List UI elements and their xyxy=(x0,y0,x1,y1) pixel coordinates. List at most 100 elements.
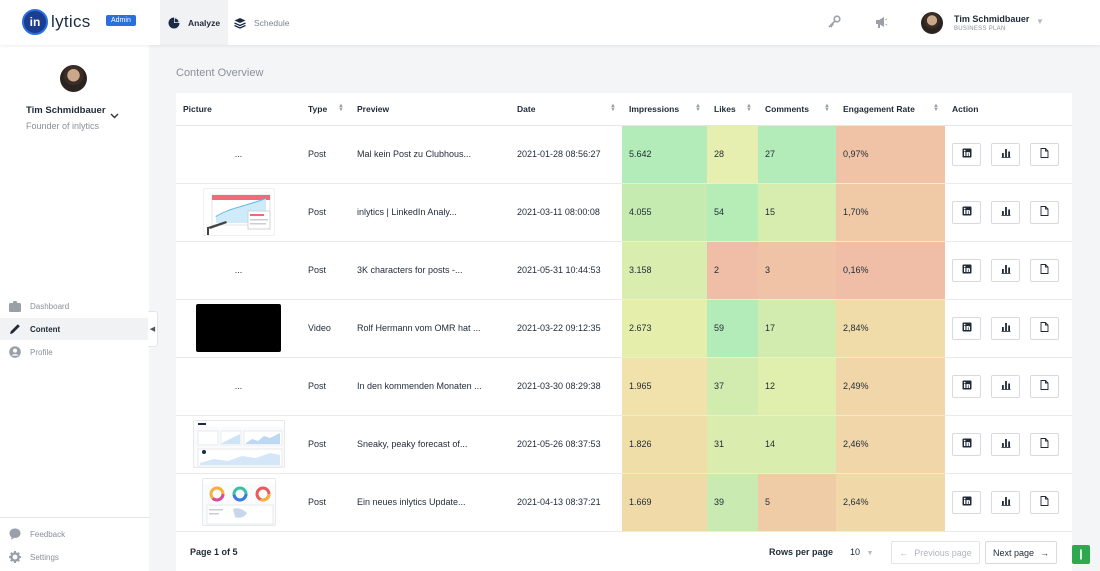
tab-schedule[interactable]: Schedule xyxy=(226,0,297,45)
column-header-likes[interactable]: Likes ▲ ▼ xyxy=(707,93,758,126)
document-action-button[interactable] xyxy=(1030,316,1059,340)
document-icon xyxy=(1040,438,1049,450)
column-header-impressions[interactable]: Impressions ▲ ▼ xyxy=(622,93,707,126)
post-thumbnail[interactable] xyxy=(192,420,285,468)
sidebar-collapse-handle[interactable]: ◀ xyxy=(148,311,158,347)
user-menu[interactable]: Tim Schmidbauer BUSINESS PLAN ▼ xyxy=(921,12,1044,34)
cell-comments: 17 xyxy=(758,299,836,358)
bar-chart-action-button[interactable] xyxy=(991,200,1020,224)
cell-preview[interactable]: inlytics | LinkedIn Analy... xyxy=(350,183,510,242)
linkedin-action-button[interactable] xyxy=(952,142,981,166)
user-plan: BUSINESS PLAN xyxy=(954,26,1006,32)
cell-impressions: 1.965 xyxy=(622,357,707,416)
document-action-button[interactable] xyxy=(1030,374,1059,398)
rows-per-page-select[interactable]: 10 ▼ xyxy=(850,547,873,557)
sort-icon[interactable]: ▲ ▼ xyxy=(338,103,344,113)
cell-engagement: 1,70% xyxy=(836,183,945,242)
cell-impressions: 1.669 xyxy=(622,473,707,532)
document-action-button[interactable] xyxy=(1030,432,1059,456)
column-header-type[interactable]: Type ▲ ▼ xyxy=(301,93,350,126)
linkedin-icon xyxy=(962,264,972,276)
cell-likes: 54 xyxy=(707,183,758,242)
linkedin-action-button[interactable] xyxy=(952,258,981,282)
tab-analyze[interactable]: Analyze xyxy=(160,0,229,45)
megaphone-icon[interactable] xyxy=(874,15,888,29)
sort-icon[interactable]: ▲ ▼ xyxy=(746,103,752,113)
cell-type: Post xyxy=(301,473,350,532)
cell-engagement: 0,16% xyxy=(836,241,945,300)
linkedin-action-button[interactable] xyxy=(952,200,981,224)
linkedin-action-button[interactable] xyxy=(952,316,981,340)
sidebar-item-settings[interactable]: Settings xyxy=(0,546,149,568)
cell-type: Post xyxy=(301,241,350,300)
table-row[interactable]: ... Post In den kommenden Monaten ... 2021-… xyxy=(176,357,1072,416)
picture-placeholder: ... xyxy=(234,265,243,275)
bar-chart-action-button[interactable] xyxy=(991,374,1020,398)
rows-per-page-label: Rows per page xyxy=(769,547,834,557)
cell-type: Post xyxy=(301,183,350,242)
sort-icon[interactable]: ▲ ▼ xyxy=(824,103,830,113)
bar-chart-action-button[interactable] xyxy=(991,316,1020,340)
cell-preview[interactable]: Ein neues inlytics Update... xyxy=(350,473,510,532)
bar-chart-action-button[interactable] xyxy=(991,490,1020,514)
table-row[interactable]: ... Post 3K characters for posts -... 2021-… xyxy=(176,241,1072,300)
table-row[interactable]: Post Sneaky, peaky forecast of... 2021-05-… xyxy=(176,415,1072,474)
linkedin-action-button[interactable] xyxy=(952,374,981,398)
sidebar: Tim Schmidbauer Founder of inlytics Dash… xyxy=(0,45,149,571)
cell-picture: ... xyxy=(176,125,301,184)
layers-icon xyxy=(234,17,246,29)
chevron-down-icon[interactable] xyxy=(110,111,119,121)
post-thumbnail[interactable] xyxy=(201,478,276,526)
cell-preview[interactable]: Mal kein Post zu Clubhous... xyxy=(350,125,510,184)
document-action-button[interactable] xyxy=(1030,490,1059,514)
linkedin-action-button[interactable] xyxy=(952,432,981,456)
document-action-button[interactable] xyxy=(1030,142,1059,166)
column-header-comments[interactable]: Comments ▲ ▼ xyxy=(758,93,836,126)
table-row[interactable]: Post Ein neues inlytics Update... 2021-04-… xyxy=(176,473,1072,532)
cell-preview[interactable]: Sneaky, peaky forecast of... xyxy=(350,415,510,474)
table-row[interactable]: Video Rolf Hermann vom OMR hat ... 2021-03… xyxy=(176,299,1072,358)
sort-icon[interactable]: ▲ ▼ xyxy=(695,103,701,113)
top-bar: in lytics Admin Analyze Schedule Tim Sch… xyxy=(0,0,1100,45)
cell-likes: 39 xyxy=(707,473,758,532)
cell-preview[interactable]: 3K characters for posts -... xyxy=(350,241,510,300)
bar-chart-action-button[interactable] xyxy=(991,432,1020,456)
sidebar-item-feedback[interactable]: Feedback xyxy=(0,523,149,545)
cell-likes: 37 xyxy=(707,357,758,416)
sort-icon[interactable]: ▲ ▼ xyxy=(610,103,616,113)
chevron-down-icon: ▼ xyxy=(1036,17,1044,26)
sidebar-item-profile[interactable]: Profile xyxy=(0,341,149,363)
cell-preview[interactable]: Rolf Hermann vom OMR hat ... xyxy=(350,299,510,358)
document-action-button[interactable] xyxy=(1030,258,1059,282)
cell-impressions: 5.642 xyxy=(622,125,707,184)
cell-engagement: 0,97% xyxy=(836,125,945,184)
bar-chart-icon xyxy=(1001,148,1011,160)
cell-impressions: 4.055 xyxy=(622,183,707,242)
cell-preview[interactable]: In den kommenden Monaten ... xyxy=(350,357,510,416)
previous-page-button[interactable]: ← Previous page xyxy=(891,541,980,564)
video-thumbnail[interactable] xyxy=(196,304,281,352)
column-header-engagement-rate[interactable]: Engagement Rate ▲ ▼ xyxy=(836,93,945,126)
column-header-date[interactable]: Date ▲ ▼ xyxy=(510,93,622,126)
avatar xyxy=(921,12,943,34)
key-icon[interactable] xyxy=(827,15,841,29)
document-action-button[interactable] xyxy=(1030,200,1059,224)
sidebar-item-content[interactable]: Content xyxy=(0,318,149,340)
sidebar-item-dashboard[interactable]: Dashboard xyxy=(0,295,149,317)
table-row[interactable]: ... Post Mal kein Post zu Clubhous... 2021-… xyxy=(176,125,1072,184)
arrow-left-icon: ← xyxy=(899,547,909,558)
linkedin-action-button[interactable] xyxy=(952,490,981,514)
bar-chart-action-button[interactable] xyxy=(991,142,1020,166)
pie-chart-icon xyxy=(168,17,180,29)
logo[interactable]: in lytics xyxy=(22,9,91,35)
sort-icon[interactable]: ▲ ▼ xyxy=(933,103,939,113)
table-row[interactable]: Post inlytics | LinkedIn Analy... 2021-03-… xyxy=(176,183,1072,242)
sidebar-profile-name: Tim Schmidbauer xyxy=(26,105,106,116)
cell-type: Post xyxy=(301,125,350,184)
post-thumbnail[interactable] xyxy=(202,188,275,236)
next-page-button[interactable]: Next page → xyxy=(985,541,1057,564)
cell-picture xyxy=(176,473,301,532)
document-icon xyxy=(1040,380,1049,392)
help-widget-button[interactable]: ❙ xyxy=(1072,545,1090,564)
bar-chart-action-button[interactable] xyxy=(991,258,1020,282)
